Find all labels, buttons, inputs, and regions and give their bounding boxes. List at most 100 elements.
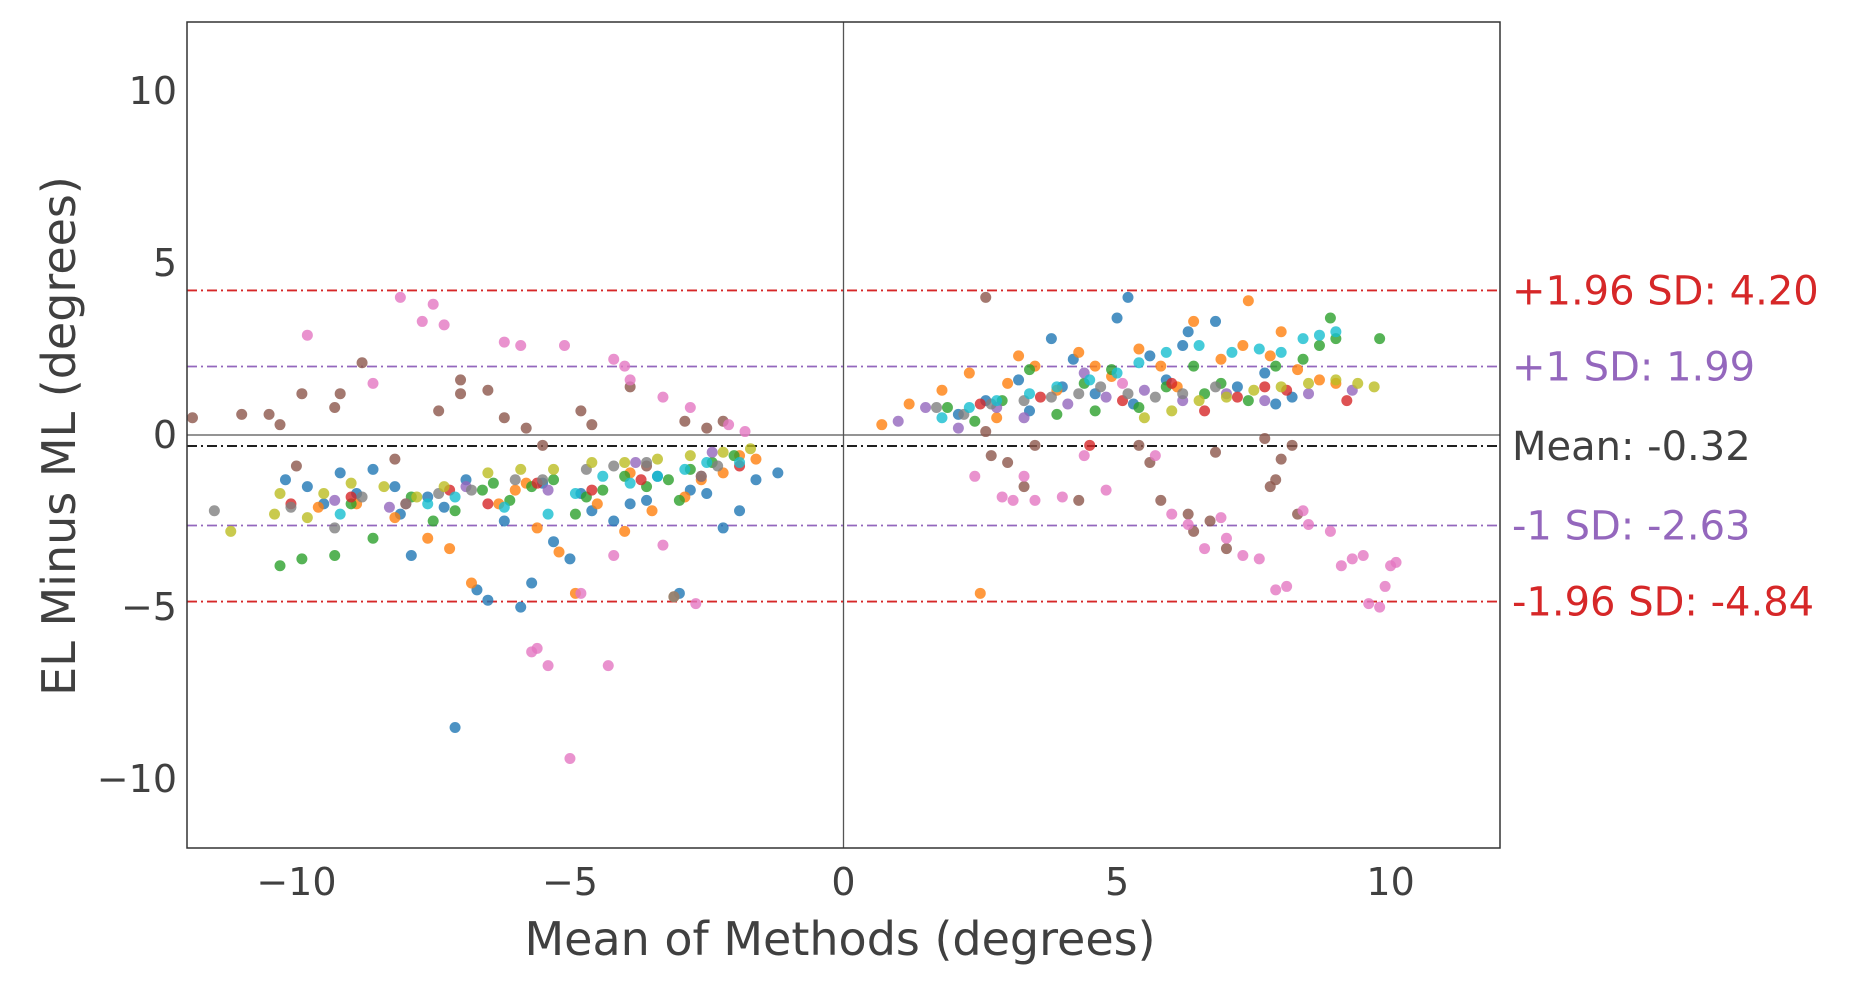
data-point-gray [1210, 381, 1222, 393]
data-point-pink [624, 374, 636, 386]
data-point-orange [1089, 360, 1101, 372]
data-point-gray [668, 591, 680, 603]
data-point-olive [1138, 412, 1150, 424]
data-point-cyan [991, 395, 1003, 407]
data-point-orange [509, 484, 521, 496]
data-point-red [586, 484, 598, 496]
data-point-gray [1177, 388, 1189, 400]
data-point-cyan [1275, 346, 1287, 358]
data-point-pink [996, 491, 1008, 503]
data-point-olive [345, 477, 357, 489]
data-point-cyan [1313, 329, 1325, 341]
data-point-pink [515, 340, 527, 352]
data-point-pink [619, 360, 631, 372]
data-point-pink [1363, 598, 1375, 610]
data-point-blue [482, 594, 494, 606]
data-point-pink [1253, 553, 1265, 565]
data-point-gray [208, 505, 220, 517]
data-point-brown [290, 460, 302, 472]
data-point-brown [1029, 439, 1041, 451]
data-point-orange [553, 546, 565, 558]
data-point-orange [1242, 295, 1254, 307]
data-point-pink [602, 660, 614, 672]
data-point-green [427, 515, 439, 527]
reference-label-mean: Mean: -0.32 [1512, 424, 1751, 470]
data-point-cyan [569, 488, 581, 500]
data-point-brown [980, 291, 992, 303]
data-point-cyan [422, 498, 434, 510]
data-point-orange [1188, 315, 1200, 327]
y-tick-label: −5 [121, 585, 177, 629]
data-point-orange [1215, 353, 1227, 365]
data-point-pink [1029, 494, 1041, 506]
data-point-olive [1220, 391, 1232, 403]
data-point-cyan [1084, 374, 1096, 386]
data-point-brown [537, 439, 549, 451]
data-point-pink [367, 377, 379, 389]
data-point-green [569, 508, 581, 520]
data-point-green [367, 532, 379, 544]
data-point-purple [329, 494, 341, 506]
data-point-brown [482, 384, 494, 396]
data-point-red [974, 398, 986, 410]
plot-frame [186, 21, 1501, 849]
data-point-blue [701, 488, 713, 500]
data-point-gray [695, 470, 707, 482]
data-point-blue [334, 467, 346, 479]
data-point-cyan [597, 470, 609, 482]
data-point-blue [641, 494, 653, 506]
reference-label-minus-1.96-sd: -1.96 SD: -4.84 [1512, 580, 1814, 626]
data-point-green [1188, 360, 1200, 372]
data-point-brown [274, 419, 286, 431]
data-point-blue [515, 601, 527, 613]
data-point-orange [1275, 326, 1287, 338]
data-point-olive [318, 488, 330, 500]
data-point-blue [1259, 367, 1271, 379]
x-tick-labels: −10 −5 0 5 10 [256, 860, 1414, 904]
data-point-olive [619, 457, 631, 469]
data-point-blue [449, 722, 461, 734]
data-point-pink [1007, 494, 1019, 506]
data-point-olive [548, 463, 560, 475]
data-point-orange [389, 512, 401, 524]
data-point-cyan [1226, 346, 1238, 358]
scatter-points [186, 291, 1402, 765]
data-point-brown [1155, 494, 1167, 506]
data-point-blue [438, 501, 450, 513]
reference-label-plus-1.96-sd: +1.96 SD: 4.20 [1512, 268, 1819, 314]
data-point-cyan [1330, 326, 1342, 338]
data-point-orange [750, 453, 762, 465]
data-point-brown [1259, 432, 1271, 444]
data-point-blue [1270, 398, 1282, 410]
data-point-cyan [1253, 343, 1265, 355]
data-point-purple [952, 422, 964, 434]
data-point-pink [1149, 450, 1161, 462]
data-point-orange [1264, 350, 1276, 362]
reference-line-labels: +1.96 SD: 4.20 +1 SD: 1.99 Mean: -0.32 -1 S… [1512, 268, 1819, 625]
data-point-pink [1182, 518, 1194, 530]
data-point-pink [531, 642, 543, 654]
data-point-gray [1095, 381, 1107, 393]
data-point-gray [329, 522, 341, 534]
data-point-green [487, 477, 499, 489]
data-point-green [274, 560, 286, 572]
data-point-blue [1182, 326, 1194, 338]
data-point-orange [646, 505, 658, 517]
data-point-brown [433, 405, 445, 417]
data-point-olive [1368, 381, 1380, 393]
data-point-olive [515, 463, 527, 475]
data-point-green [597, 484, 609, 496]
data-point-olive [438, 481, 450, 493]
reference-label-plus-1-sd: +1 SD: 1.99 [1512, 345, 1755, 391]
data-point-pink [564, 753, 576, 765]
data-point-olive [1275, 381, 1287, 393]
data-point-pink [416, 315, 428, 327]
data-point-brown [1220, 543, 1232, 555]
data-point-olive [651, 453, 663, 465]
data-point-pink [1374, 601, 1386, 613]
data-point-gray [931, 401, 943, 413]
data-point-pink [1078, 450, 1090, 462]
data-point-red [482, 498, 494, 510]
data-point-blue [1122, 291, 1134, 303]
